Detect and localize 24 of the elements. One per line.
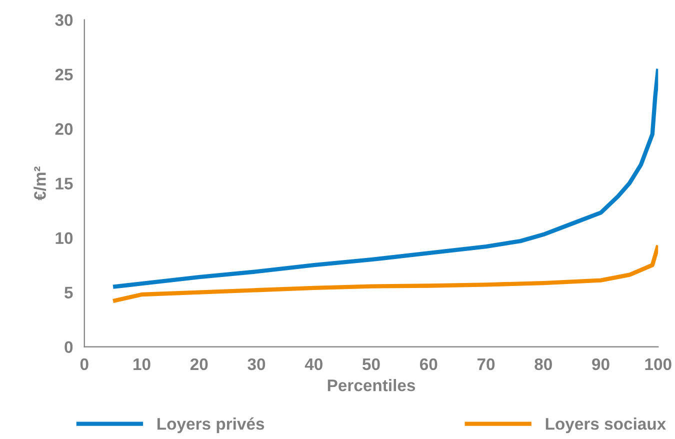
x-tick-label: 50 xyxy=(362,358,380,370)
x-tick-label: 20 xyxy=(190,358,208,370)
x-tick-label: 70 xyxy=(477,358,495,370)
x-tick-label: 40 xyxy=(304,358,322,370)
legend-label: Loyers sociaux xyxy=(546,418,666,434)
x-tick-label: 100 xyxy=(645,358,672,370)
x-tick-label: 60 xyxy=(420,358,438,370)
y-tick-label: 5 xyxy=(64,286,73,299)
legend-label: Loyers privés xyxy=(158,417,264,434)
x-tick-label: 80 xyxy=(534,358,552,370)
y-tick-label: 15 xyxy=(56,178,73,190)
x-tick-label: 90 xyxy=(592,358,610,370)
line-series xyxy=(110,243,658,304)
y-tick-label: 0 xyxy=(64,341,73,354)
x-tick-label: 10 xyxy=(134,358,150,370)
y-tick-label: 20 xyxy=(55,123,73,135)
x-tick-label: 0 xyxy=(80,358,88,370)
y-tick-label: 25 xyxy=(55,68,73,80)
y-tick-label: 10 xyxy=(56,232,73,244)
x-tick-label: 30 xyxy=(248,358,266,370)
line-series xyxy=(110,66,658,289)
y-tick-label: 30 xyxy=(55,14,73,26)
x-axis-title: Percentiles xyxy=(328,379,416,392)
y-axis-title: €/m² xyxy=(34,166,46,200)
